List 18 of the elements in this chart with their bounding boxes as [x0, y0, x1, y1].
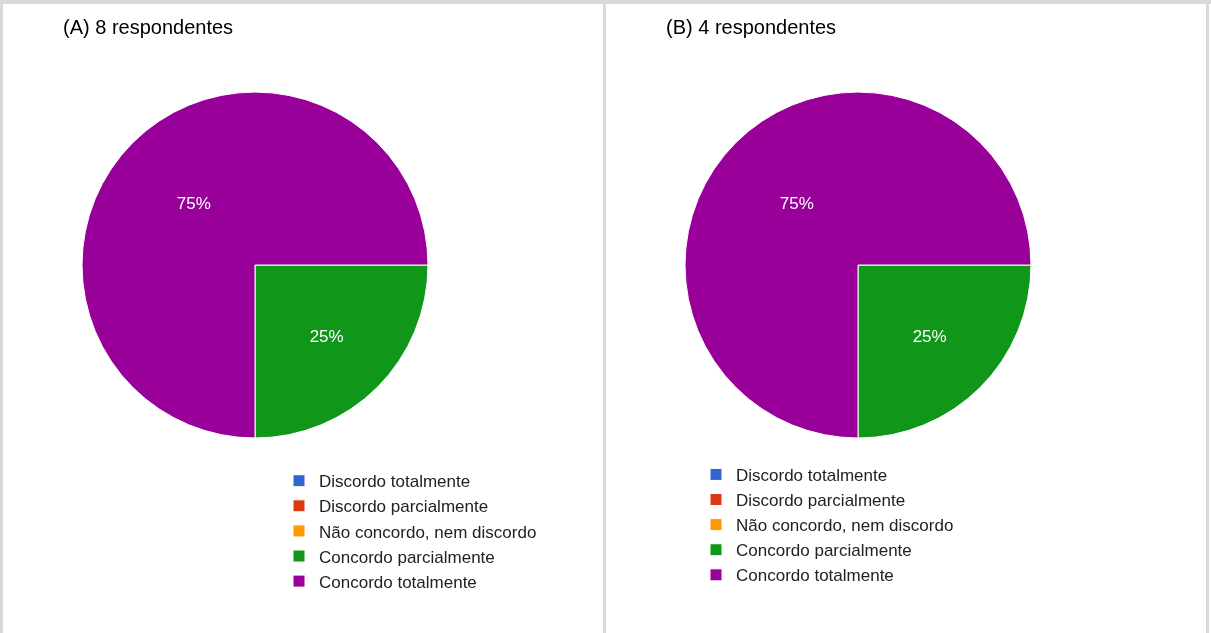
legend-label: Discordo parcialmente: [319, 497, 489, 517]
data-label: 25%: [912, 327, 947, 347]
legend-label: Concordo parcialmente: [736, 541, 912, 561]
legend-label: Concordo parcialmente: [319, 547, 495, 567]
pie-slice: [81, 91, 429, 439]
legend-label: Concordo totalmente: [319, 572, 477, 592]
legend-label: Discordo totalmente: [736, 466, 888, 486]
data-label: 25%: [309, 327, 344, 347]
legend-label: Concordo totalmente: [736, 566, 894, 586]
pie-slice: [684, 91, 1032, 439]
chart-title: (A) 8 respondentes: [63, 15, 234, 38]
legend-label: Não concordo, nem discordo: [736, 516, 954, 536]
legend-label: Discordo parcialmente: [736, 491, 906, 511]
data-label: 75%: [779, 194, 814, 214]
chart-title: (B) 4 respondentes: [666, 15, 837, 38]
legend-label: Não concordo, nem discordo: [319, 522, 537, 542]
data-label: 75%: [176, 194, 211, 214]
legend-label: Discordo totalmente: [319, 472, 471, 492]
